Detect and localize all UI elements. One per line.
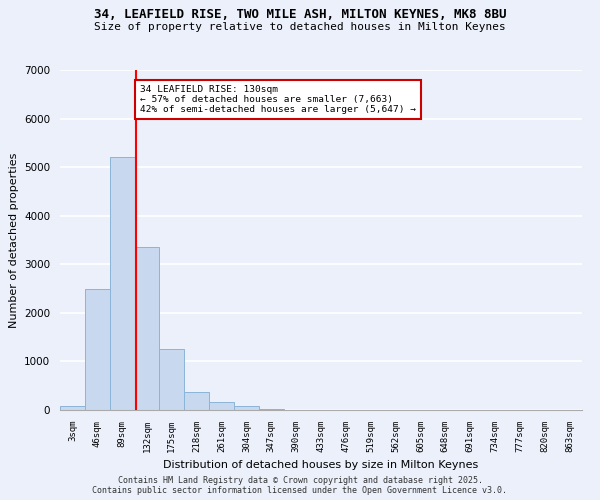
Bar — [134, 248, 160, 410]
Text: Contains HM Land Registry data © Crown copyright and database right 2025.
Contai: Contains HM Land Registry data © Crown c… — [92, 476, 508, 495]
Bar — [85, 288, 110, 410]
Text: 34 LEAFIELD RISE: 130sqm
← 57% of detached houses are smaller (7,663)
42% of sem: 34 LEAFIELD RISE: 130sqm ← 57% of detach… — [140, 84, 416, 114]
Bar — [60, 406, 85, 410]
Text: Size of property relative to detached houses in Milton Keynes: Size of property relative to detached ho… — [94, 22, 506, 32]
Y-axis label: Number of detached properties: Number of detached properties — [8, 152, 19, 328]
Bar — [110, 158, 134, 410]
Bar — [209, 402, 234, 410]
Bar — [184, 392, 209, 410]
Bar — [234, 406, 259, 410]
Text: 34, LEAFIELD RISE, TWO MILE ASH, MILTON KEYNES, MK8 8BU: 34, LEAFIELD RISE, TWO MILE ASH, MILTON … — [94, 8, 506, 20]
X-axis label: Distribution of detached houses by size in Milton Keynes: Distribution of detached houses by size … — [163, 460, 479, 470]
Bar — [160, 350, 184, 410]
Bar — [259, 408, 284, 410]
